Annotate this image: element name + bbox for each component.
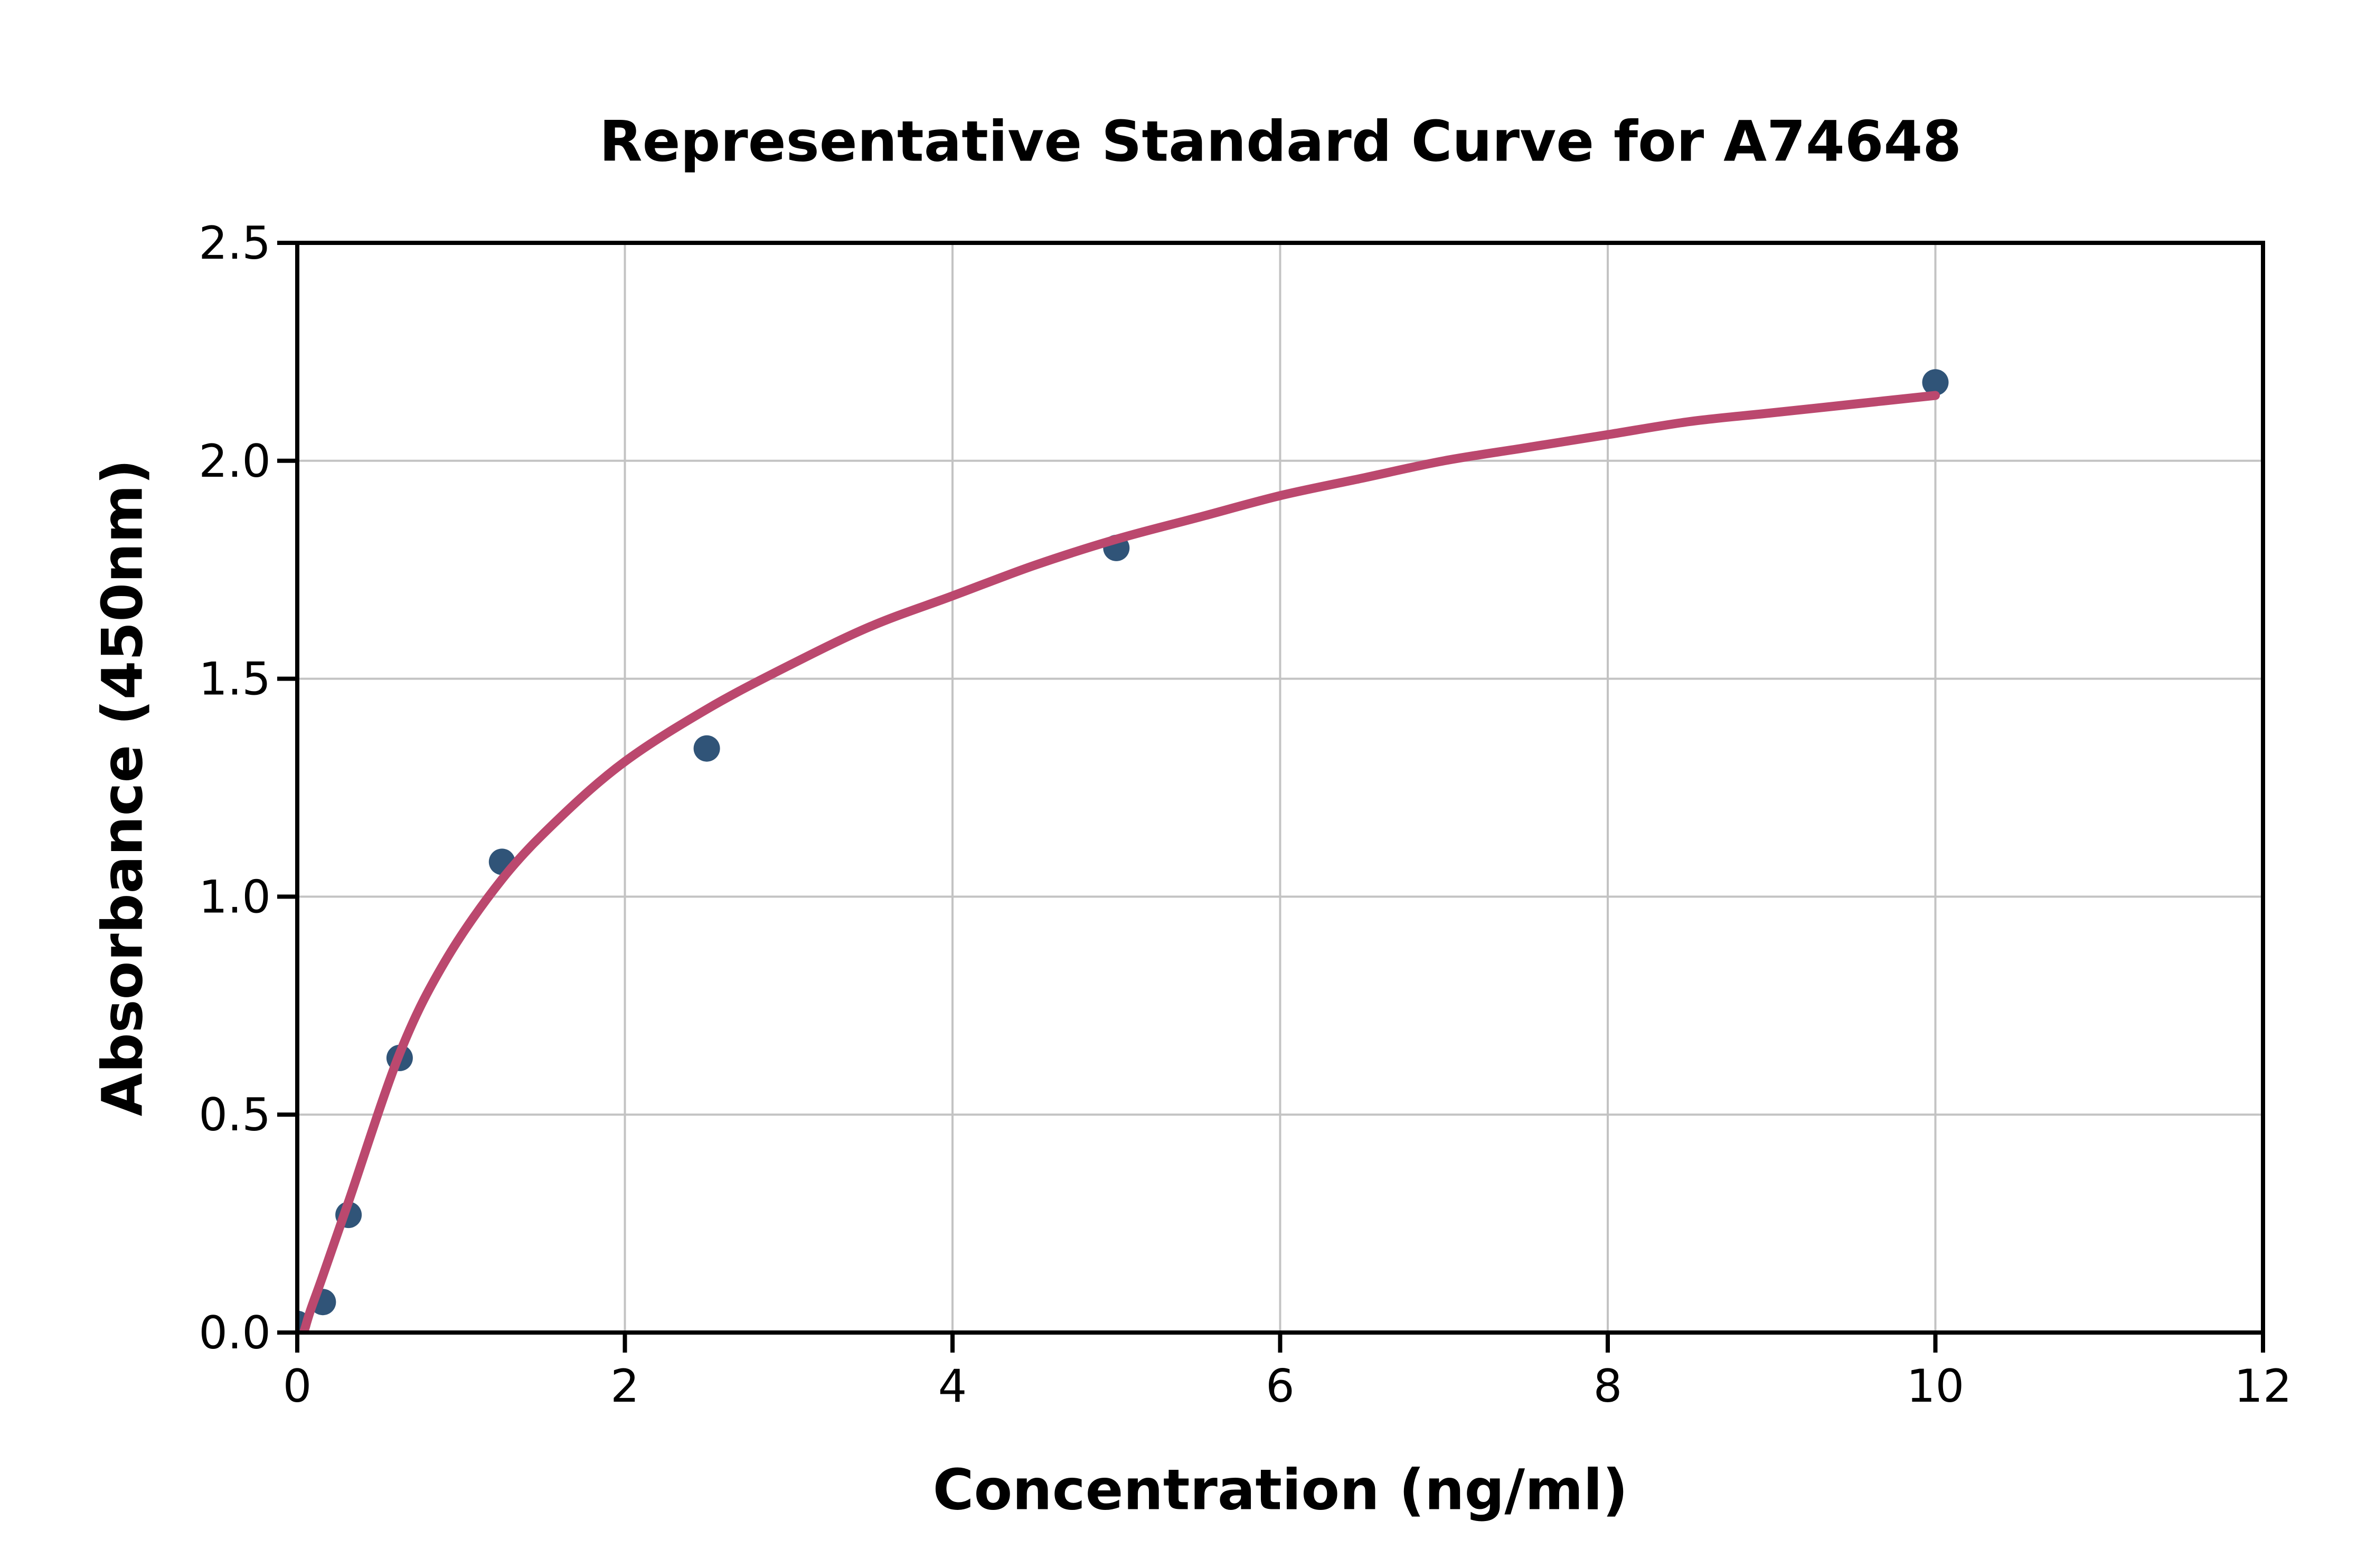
x-tick-label: 8: [1594, 1360, 1623, 1413]
data-point: [693, 735, 720, 762]
axis-ticks: [277, 241, 2265, 1353]
x-tick-label: 0: [283, 1360, 312, 1413]
x-tick-label: 12: [2234, 1360, 2292, 1413]
series-standard-points: [297, 369, 1949, 1333]
data-point: [1922, 369, 1949, 396]
y-tick-label: 2.0: [199, 435, 271, 488]
y-tick-label: 1.5: [199, 653, 271, 706]
y-tick-label: 0.5: [199, 1089, 271, 1141]
y-tick-label: 0.0: [199, 1307, 271, 1359]
y-tick-label: 2.5: [199, 217, 271, 270]
x-tick-label: 4: [938, 1360, 967, 1413]
fit-curve: [299, 391, 1940, 1333]
y-tick-label: 1.0: [199, 871, 271, 923]
x-tick-label: 2: [610, 1360, 639, 1413]
gridlines: [297, 243, 2263, 1333]
x-tick-label: 10: [1907, 1360, 1964, 1413]
axis-tick-labels: 0 2 4 6 8 10 12 0.0 0.5 1.0 1.5 2.0 2.5: [199, 217, 2292, 1413]
series-layer: [297, 369, 1949, 1333]
x-tick-label: 6: [1266, 1360, 1295, 1413]
x-axis-label: Concentration (ng/ml): [932, 1457, 1628, 1523]
y-axis-label: Absorbance (450nm): [90, 459, 155, 1117]
chart-title: Representative Standard Curve for A74648: [599, 109, 1962, 174]
